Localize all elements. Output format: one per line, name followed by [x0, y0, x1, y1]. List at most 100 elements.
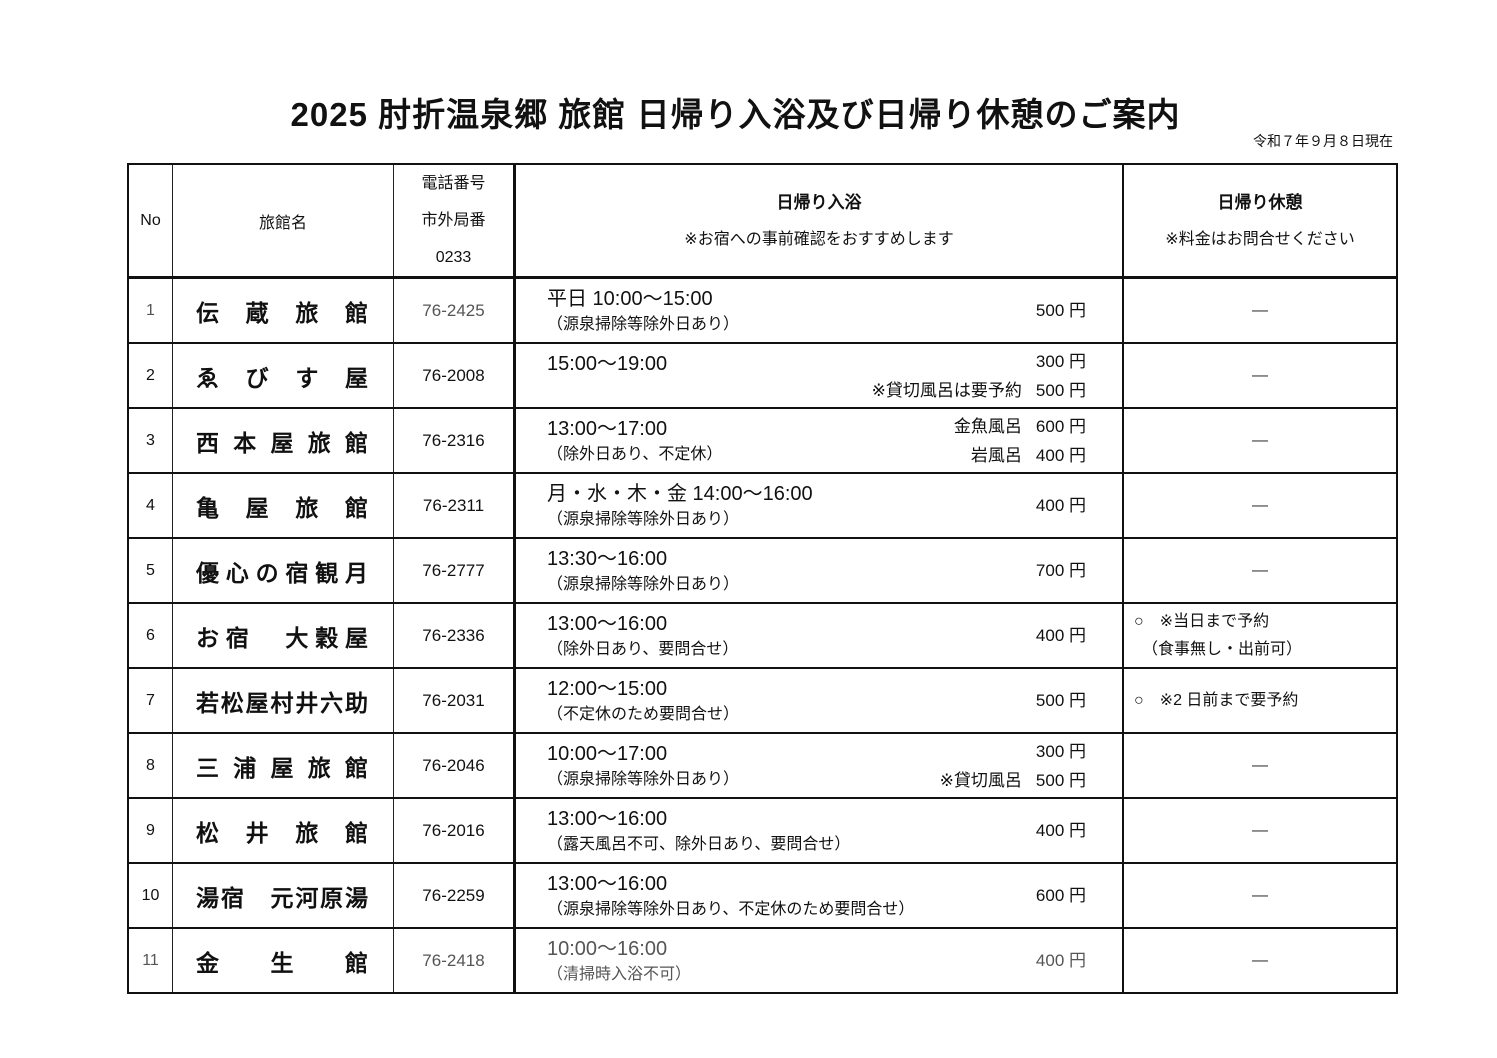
table-row: 2 ゑ び す 屋 76-2008 15:00～19:00 300 円 ※貸切風呂は要予… [127, 342, 1398, 409]
price-line: 400 円 [1036, 816, 1086, 845]
bath-note: （源泉掃除等除外日あり） [547, 315, 740, 333]
day-bath-cell: 13:00～17:00 （除外日あり、不定休） 金魚風呂 600 円岩風呂 400 円 [513, 407, 1124, 474]
phone-number: 76-2008 [393, 342, 515, 409]
rest-unavailable: — [1252, 821, 1268, 839]
ryokan-name-cell: 金 生 館 [172, 927, 394, 994]
ryokan-name: 三浦屋旅館 [196, 754, 369, 781]
rest-info: （食事無し・出前可） [1134, 640, 1303, 658]
price-line: 300 円 [1036, 347, 1086, 376]
price-label: ※貸切風呂は要予約 [871, 380, 1022, 400]
phone-number: 76-2336 [393, 602, 515, 669]
row-no: 5 [127, 537, 173, 604]
phone-number: 76-2316 [393, 407, 515, 474]
header-day-bath: 日帰り入浴 ※お宿への事前確認をおすすめします [513, 163, 1124, 279]
bath-hours: 15:00～19:00 [547, 352, 668, 375]
phone-number: 76-2016 [393, 797, 515, 864]
table-row: 6 お宿 大穀屋 76-2336 13:00～16:00 （除外日あり、要問合せ） 400… [127, 602, 1398, 669]
ryokan-name: 松 井 旅 館 [196, 819, 369, 846]
ryokan-name-cell: 伝 蔵 旅 館 [172, 277, 394, 344]
price-line: 400 円 [1036, 621, 1086, 650]
price-line: ※貸切風呂は要予約 500 円 [872, 376, 1086, 405]
ryokan-name-cell: 若松屋村井六助 [172, 667, 394, 734]
price-line: 400 円 [1036, 491, 1086, 520]
price-line: ※貸切風呂 500 円 [940, 766, 1086, 795]
rest-unavailable: — [1252, 301, 1268, 319]
row-no: 7 [127, 667, 173, 734]
day-bath-cell: 13:00～16:00 （源泉掃除等除外日あり、不定休のため要問合せ） 600 円 [513, 862, 1124, 929]
day-rest-cell: — [1122, 277, 1398, 344]
table-row: 10 湯宿 元河原湯 76-2259 13:00～16:00 （源泉掃除等除外日あり、不… [127, 862, 1398, 929]
phone-number: 76-2259 [393, 862, 515, 929]
bath-hours: 13:00～17:00 [547, 417, 668, 440]
day-rest-cell: ○ ※2 日前まで要予約 [1122, 667, 1398, 734]
header-name: 旅館名 [172, 163, 394, 279]
ryokan-name-cell: 優心の宿観月 [172, 537, 394, 604]
bath-hours: 13:30～16:00 [547, 547, 668, 570]
price: 500 円 [1035, 380, 1086, 400]
bath-hours: 月・水・木・金 14:00～16:00 [547, 482, 813, 505]
day-bath-cell: 10:00～16:00 （清掃時入浴不可） 400 円 [513, 927, 1124, 994]
day-rest-cell: — [1122, 862, 1398, 929]
row-no: 2 [127, 342, 173, 409]
price-line: 金魚風呂 600 円 [954, 412, 1086, 441]
rest-unavailable: — [1252, 431, 1268, 449]
day-bath-cell: 月・水・木・金 14:00～16:00 （源泉掃除等除外日あり） 400 円 [513, 472, 1124, 539]
bath-note: （源泉掃除等除外日あり、不定休のため要問合せ） [547, 900, 915, 918]
table-row: 4 亀 屋 旅 館 76-2311 月・水・木・金 14:00～16:00 （源泉掃除等… [127, 472, 1398, 539]
ryokan-name-cell: 西本屋旅館 [172, 407, 394, 474]
bath-hours: 13:00～16:00 [547, 807, 668, 830]
phone-number: 76-2031 [393, 667, 515, 734]
phone-number: 76-2418 [393, 927, 515, 994]
bath-note: （除外日あり、不定休） [547, 445, 723, 463]
row-no: 4 [127, 472, 173, 539]
rest-unavailable: — [1252, 951, 1268, 969]
day-bath-cell: 10:00～17:00 （源泉掃除等除外日あり） 300 円 ※貸切風呂 500 円 [513, 732, 1124, 799]
rest-unavailable: — [1252, 496, 1268, 514]
ryokan-name-cell: お宿 大穀屋 [172, 602, 394, 669]
bath-hours: 12:00～15:00 [547, 677, 668, 700]
day-rest-cell: — [1122, 537, 1398, 604]
bath-note: （除外日あり、要問合せ） [547, 640, 739, 658]
price: 400 円 [1035, 496, 1086, 515]
phone-number: 76-2046 [393, 732, 515, 799]
day-bath-cell: 12:00～15:00 （不定休のため要問合せ） 500 円 [513, 667, 1124, 734]
ryokan-name: お宿 大穀屋 [196, 624, 369, 651]
table-header-row: No 旅館名 電話番号 市外局番 0233 日帰り入浴 ※お宿への事前確認をおす… [127, 163, 1398, 279]
ryokan-name: 金 生 館 [196, 949, 369, 976]
price-line: 400 円 [1036, 946, 1086, 975]
day-rest-cell: — [1122, 797, 1398, 864]
price-label: ※貸切風呂 [939, 770, 1022, 790]
price: 400 円 [1035, 626, 1086, 645]
price-line: 500 円 [1036, 296, 1086, 325]
price: 500 円 [1035, 691, 1086, 710]
ryokan-name: 優心の宿観月 [196, 559, 369, 586]
ryokan-name: 若松屋村井六助 [196, 689, 369, 716]
ryokan-name: 伝 蔵 旅 館 [196, 299, 369, 326]
price: 400 円 [1035, 821, 1086, 840]
ryokan-name: 湯宿 元河原湯 [196, 884, 369, 911]
bath-hours: 10:00～17:00 [547, 742, 668, 765]
table-row: 3 西本屋旅館 76-2316 13:00～17:00 （除外日あり、不定休） 金魚風呂 6… [127, 407, 1398, 474]
ryokan-table: No 旅館名 電話番号 市外局番 0233 日帰り入浴 ※お宿への事前確認をおす… [127, 163, 1398, 994]
day-rest-cell: — [1122, 732, 1398, 799]
header-day-rest: 日帰り休憩 ※料金はお問合せください [1122, 163, 1398, 279]
row-no: 6 [127, 602, 173, 669]
price-line: 600 円 [1036, 881, 1086, 910]
phone-number: 76-2425 [393, 277, 515, 344]
ryokan-name: ゑ び す 屋 [196, 364, 369, 391]
price-label: 岩風呂 [970, 445, 1022, 465]
bath-hours: 平日 10:00～15:00 [547, 287, 713, 310]
bath-hours: 13:00～16:00 [547, 872, 668, 895]
row-no: 11 [127, 927, 173, 994]
header-tel: 電話番号 市外局番 0233 [393, 163, 515, 279]
bath-note: （源泉掃除等除外日あり） [547, 770, 740, 788]
price: 500 円 [1035, 770, 1086, 790]
day-bath-cell: 15:00～19:00 300 円 ※貸切風呂は要予約 500 円 [513, 342, 1124, 409]
ryokan-name-cell: 松 井 旅 館 [172, 797, 394, 864]
as-of-date: 令和７年９月８日現在 [1253, 133, 1393, 149]
ryokan-name-cell: 亀 屋 旅 館 [172, 472, 394, 539]
table-row: 7 若松屋村井六助 76-2031 12:00～15:00 （不定休のため要問合せ） 50… [127, 667, 1398, 734]
price-line: 500 円 [1036, 686, 1086, 715]
bath-note: （露天風呂不可、除外日あり、要問合せ） [547, 835, 851, 853]
row-no: 9 [127, 797, 173, 864]
